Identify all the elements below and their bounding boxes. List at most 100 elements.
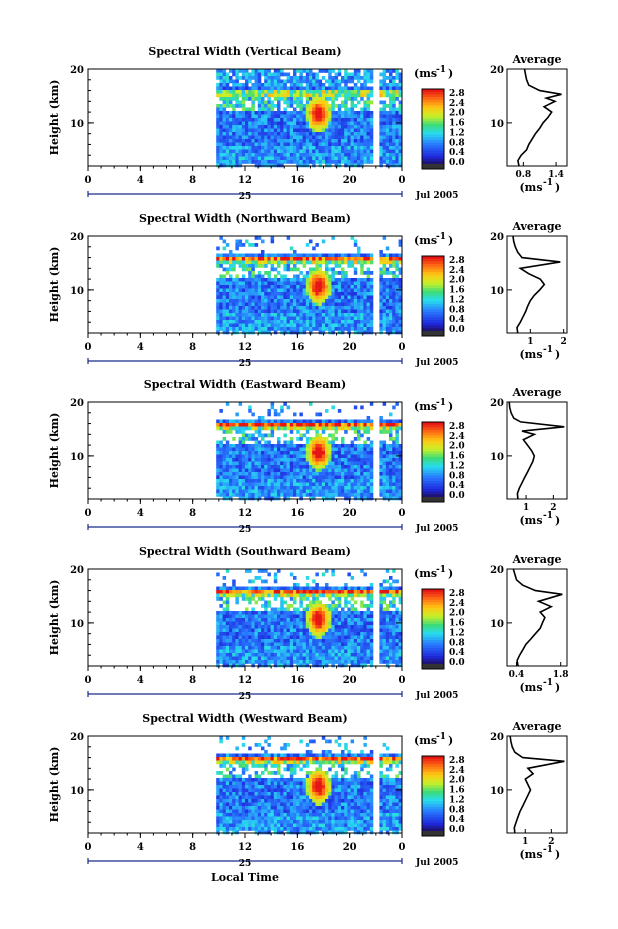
heatmap-cell [357, 306, 361, 310]
heatmap-cell [309, 646, 313, 650]
heatmap-cell [273, 295, 278, 300]
heatmap-cell [229, 451, 233, 455]
x-tick-label: 0 [399, 175, 406, 186]
heatmap-cell [385, 292, 390, 296]
heatmap-cell [312, 423, 316, 427]
heatmap-cell [366, 153, 371, 157]
heatmap-cell [350, 461, 355, 466]
heatmap-cell [312, 128, 316, 133]
heatmap-cell [293, 646, 297, 650]
heatmap-cell [273, 639, 278, 643]
heatmap-cell [379, 468, 383, 473]
colorbar-segment [422, 462, 444, 466]
heatmap-cell [366, 444, 371, 448]
heatmap-cell [222, 295, 227, 300]
colorbar-segment [422, 488, 444, 493]
heatmap-cell [331, 281, 335, 286]
heatmap-cell [257, 69, 262, 73]
heatmap-cell [302, 461, 307, 466]
heatmap-cell [257, 139, 262, 143]
heatmap-cell [235, 156, 239, 161]
heatmap-cell [283, 426, 287, 431]
heatmap-cell [238, 447, 243, 452]
heatmap-cell [347, 327, 351, 331]
heatmap-cell [293, 111, 297, 115]
heatmap-cell [309, 288, 313, 293]
heatmap-cell [398, 468, 403, 473]
heatmap-cell [273, 472, 278, 476]
heatmap-cell [350, 423, 355, 427]
heatmap-cell [286, 236, 291, 240]
heatmap-cell [299, 468, 303, 473]
colorbar-segment [422, 312, 444, 316]
heatmap-cell [277, 281, 281, 286]
heatmap-cell [392, 489, 396, 494]
heatmap-cell [302, 472, 307, 476]
heatmap-cell [344, 139, 348, 143]
heatmap-cell [299, 72, 303, 77]
heatmap-cell [379, 100, 383, 105]
heatmap-cell [341, 486, 345, 490]
heatmap-cell [264, 309, 268, 314]
heatmap-cell [318, 100, 323, 105]
heatmap-cell [280, 611, 284, 615]
heatmap-cell [331, 405, 335, 410]
heatmap-cell [353, 111, 358, 115]
heatmap-cell [254, 86, 259, 91]
heatmap-cell [392, 90, 396, 94]
heatmap-cell [350, 281, 355, 286]
heatmap-cell [286, 646, 291, 650]
heatmap-cell [302, 302, 307, 307]
heatmap-cell [229, 76, 233, 80]
heatmap-cell [369, 285, 374, 289]
heatmap-cell [289, 309, 294, 314]
heatmap-cell [309, 72, 313, 77]
heatmap-cell [337, 482, 342, 487]
heatmap-cell [379, 146, 383, 150]
heatmap-cell [261, 299, 265, 303]
heatmap-cell [238, 649, 243, 654]
heatmap-cell [328, 320, 332, 324]
x-tick-label: 0 [85, 175, 92, 186]
heatmap-cell [219, 153, 223, 157]
heatmap-cell [360, 327, 364, 331]
heatmap-cell [264, 621, 268, 626]
heatmap-cell [302, 149, 307, 154]
heatmap-cell [389, 299, 393, 303]
heatmap-cell [235, 97, 239, 101]
heatmap-cell [264, 660, 268, 664]
heatmap-cell [309, 461, 313, 466]
heatmap-cell [280, 86, 284, 91]
heatmap-cell [318, 288, 323, 293]
heatmap-cell [392, 156, 396, 161]
heatmap-cell [286, 306, 291, 310]
heatmap-cell [363, 86, 367, 91]
colorbar-segment [422, 290, 444, 294]
heatmap-cell [379, 323, 383, 328]
heatmap-cell [270, 90, 275, 94]
heatmap-cell [254, 160, 259, 164]
heatmap-cell [293, 306, 297, 310]
heatmap-cell [254, 121, 259, 126]
heatmap-cell [366, 132, 371, 136]
heatmap-cell [286, 86, 291, 91]
heatmap-cell [296, 479, 300, 483]
heatmap-cell [261, 121, 265, 126]
heatmap-cell [257, 281, 262, 286]
heatmap-cell [283, 156, 287, 161]
heatmap-cell [229, 663, 233, 668]
heatmap-cell [229, 299, 233, 303]
heatmap-cell [360, 320, 364, 324]
heatmap-cell [222, 639, 227, 643]
heatmap-cell [283, 632, 287, 636]
heatmap-cell [232, 156, 236, 161]
heatmap-cell [395, 330, 399, 335]
heatmap-cell [305, 489, 310, 494]
heatmap-cell [254, 302, 259, 307]
heatmap-cell [382, 465, 387, 469]
heatmap-cell [309, 125, 313, 129]
heatmap-cell [222, 468, 227, 473]
heatmap-cell [315, 635, 319, 640]
heatmap-cell [257, 163, 262, 168]
colorbar-segment [422, 142, 444, 146]
